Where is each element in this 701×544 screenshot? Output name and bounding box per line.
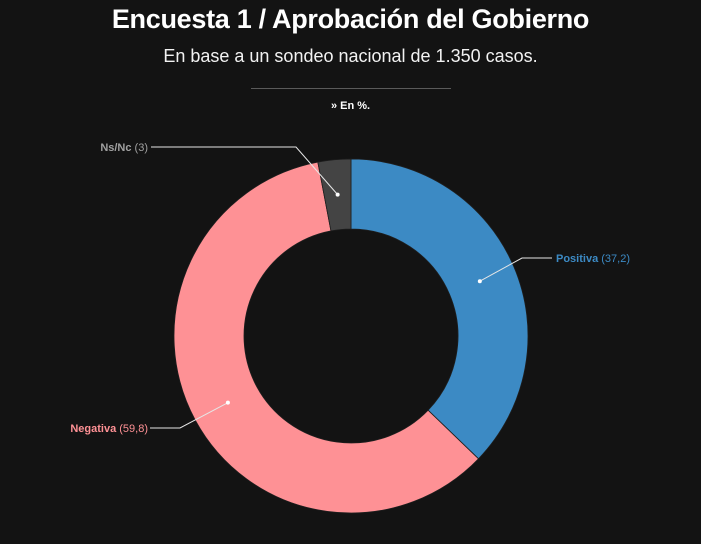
leader-line-ns-nc: [151, 146, 339, 195]
chart-title: Encuesta 1 / Aprobación del Gobierno: [111, 4, 590, 34]
label-name-positiva: Positiva: [556, 253, 599, 265]
slice-negativa: [173, 161, 480, 514]
header-divider: [251, 88, 451, 89]
label-negativa: Negativa (59,8): [70, 423, 148, 435]
label-name-ns-nc: Ns/Nc: [100, 142, 131, 154]
label-positiva: Positiva (37,2): [556, 253, 630, 265]
leader-line-positiva: [479, 257, 552, 282]
label-ns-nc: Ns/Nc (3): [100, 142, 148, 154]
label-value-positiva: (37,2): [598, 253, 630, 265]
chart-subtitle: En base a un sondeo nacional de 1.350 ca…: [163, 46, 538, 66]
donut-slices: [173, 158, 529, 514]
leader-dot-ns-nc: [335, 192, 340, 197]
leader-lines: [150, 146, 552, 429]
label-name-negativa: Negativa: [70, 423, 117, 435]
slice-labels: Positiva (37,2) Negativa (59,8) Ns/Nc (3): [70, 142, 630, 435]
leader-dot-positiva: [477, 279, 482, 284]
unit-note: » En %.: [330, 100, 371, 112]
slice-ns-nc: [317, 158, 352, 232]
label-value-negativa: (59,8): [116, 423, 148, 435]
label-value-ns-nc: (3): [132, 142, 149, 154]
slice-positiva: [350, 158, 529, 460]
leader-dot-negativa: [225, 400, 230, 405]
leader-line-negativa: [150, 402, 229, 429]
